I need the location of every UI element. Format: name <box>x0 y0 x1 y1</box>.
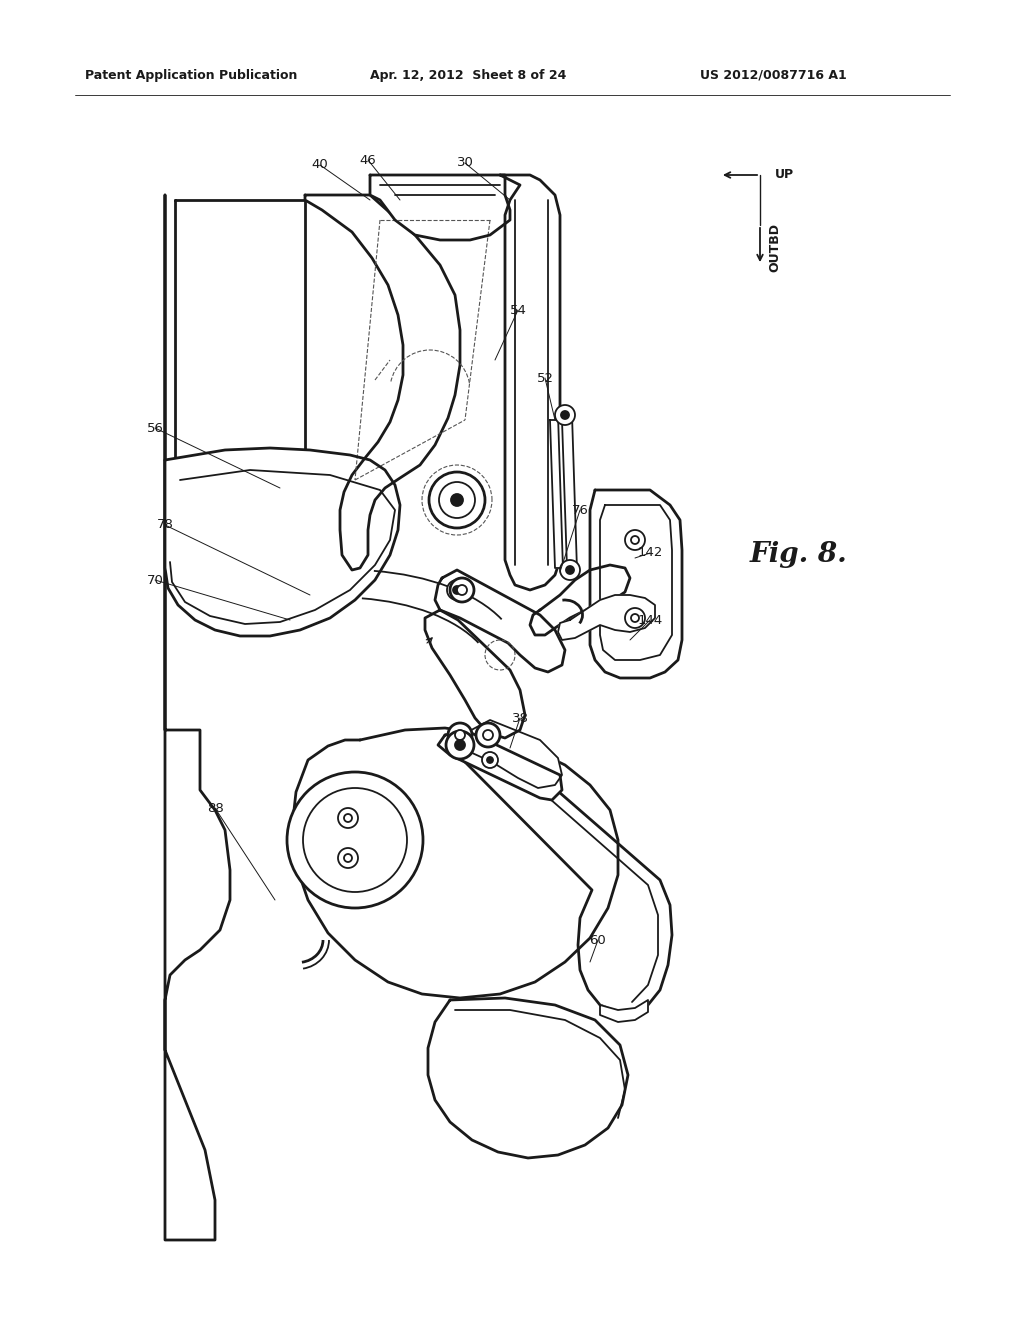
Polygon shape <box>370 176 510 240</box>
Circle shape <box>344 814 352 822</box>
Circle shape <box>338 808 358 828</box>
Circle shape <box>561 411 569 418</box>
Polygon shape <box>600 1001 648 1022</box>
Circle shape <box>560 560 580 579</box>
Text: Fig. 8.: Fig. 8. <box>750 541 848 569</box>
Text: UP: UP <box>775 169 795 181</box>
Circle shape <box>555 405 575 425</box>
Circle shape <box>439 482 475 517</box>
Text: 78: 78 <box>157 519 173 532</box>
Text: Apr. 12, 2012  Sheet 8 of 24: Apr. 12, 2012 Sheet 8 of 24 <box>370 69 566 82</box>
Polygon shape <box>550 420 567 568</box>
Text: 40: 40 <box>311 158 329 172</box>
Text: OUTBD: OUTBD <box>768 223 781 272</box>
Polygon shape <box>305 195 460 570</box>
Text: 88: 88 <box>207 801 223 814</box>
Text: 142: 142 <box>637 546 663 560</box>
Circle shape <box>483 730 493 741</box>
Circle shape <box>447 579 467 601</box>
Polygon shape <box>465 744 672 1012</box>
Text: 30: 30 <box>457 157 473 169</box>
Polygon shape <box>530 565 630 635</box>
Circle shape <box>344 854 352 862</box>
Polygon shape <box>292 729 618 998</box>
Circle shape <box>625 531 645 550</box>
Circle shape <box>450 578 474 602</box>
Polygon shape <box>165 195 230 1239</box>
Text: 144: 144 <box>637 614 663 627</box>
Text: 38: 38 <box>512 711 528 725</box>
Circle shape <box>303 788 407 892</box>
Text: US 2012/0087716 A1: US 2012/0087716 A1 <box>700 69 847 82</box>
Circle shape <box>446 731 474 759</box>
Text: 70: 70 <box>146 573 164 586</box>
Circle shape <box>287 772 423 908</box>
Polygon shape <box>500 176 560 590</box>
Text: 60: 60 <box>590 933 606 946</box>
Polygon shape <box>558 595 655 640</box>
Circle shape <box>476 723 500 747</box>
Circle shape <box>566 566 574 574</box>
Circle shape <box>625 609 645 628</box>
Polygon shape <box>438 730 562 800</box>
Text: 46: 46 <box>359 153 377 166</box>
Circle shape <box>482 752 498 768</box>
Circle shape <box>451 494 463 506</box>
Text: 52: 52 <box>537 371 554 384</box>
Text: 76: 76 <box>571 503 589 516</box>
Polygon shape <box>175 201 305 480</box>
Circle shape <box>429 473 485 528</box>
Polygon shape <box>558 414 577 570</box>
Circle shape <box>455 730 465 741</box>
Circle shape <box>455 741 465 750</box>
Circle shape <box>631 536 639 544</box>
Text: Patent Application Publication: Patent Application Publication <box>85 69 297 82</box>
Polygon shape <box>425 610 525 738</box>
Polygon shape <box>165 447 400 636</box>
Polygon shape <box>590 490 682 678</box>
Polygon shape <box>462 719 562 788</box>
Text: 56: 56 <box>146 421 164 434</box>
Circle shape <box>453 586 461 594</box>
Circle shape <box>457 585 467 595</box>
Text: 54: 54 <box>510 304 526 317</box>
Circle shape <box>338 847 358 869</box>
Polygon shape <box>428 998 628 1158</box>
Circle shape <box>631 614 639 622</box>
Circle shape <box>449 723 472 747</box>
Polygon shape <box>435 570 565 672</box>
Circle shape <box>487 756 493 763</box>
